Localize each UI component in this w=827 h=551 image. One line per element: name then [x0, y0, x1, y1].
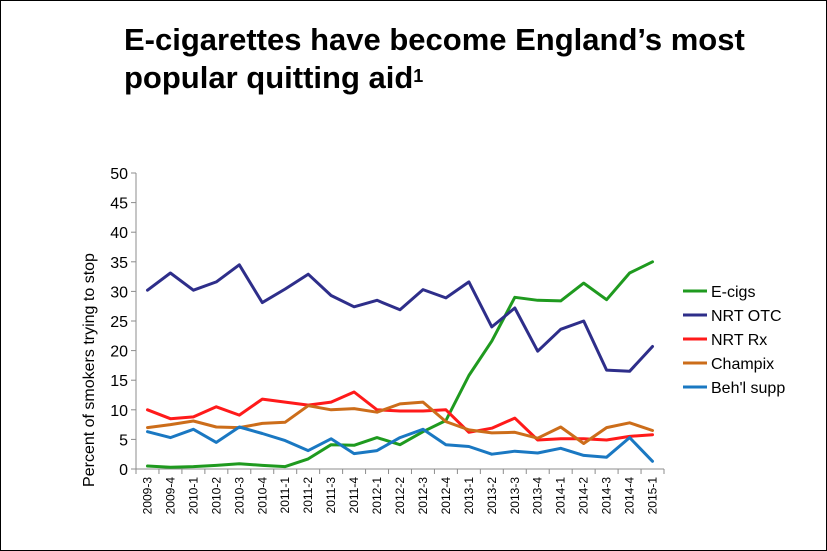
y-tick-label: 25	[110, 314, 128, 331]
x-tick-label: 2012-1	[370, 477, 384, 515]
x-tick-label: 2010-2	[209, 477, 223, 515]
y-tick-label: 0	[119, 462, 128, 479]
x-tick-label: 2014-4	[623, 477, 637, 515]
x-tick-label: 2014-3	[600, 477, 614, 515]
x-tick-label: 2013-4	[531, 477, 545, 515]
x-tick-label: 2010-4	[255, 477, 269, 515]
legend-label: Beh'l supp	[711, 380, 785, 397]
x-tick-label: 2014-2	[577, 477, 591, 515]
x-tick-label: 2013-3	[508, 477, 522, 515]
legend-label: NRT OTC	[711, 308, 782, 325]
y-axis: 0 5 10 15 20 25 30 35 40 45 50	[110, 166, 137, 479]
legend-label: NRT Rx	[711, 332, 767, 349]
y-tick-label: 35	[110, 255, 128, 272]
x-tick-label: 2014-1	[554, 477, 568, 515]
x-tick-label: 2013-1	[462, 477, 476, 515]
x-tick-label: 2011-2	[301, 477, 315, 514]
x-tick-label: 2011-4	[347, 477, 361, 514]
x-tick-label: 2010-3	[232, 477, 246, 515]
x-axis: 2009-3 2009-4 2010-1 2010-2 2010-3 2010-4 2011…	[135, 468, 665, 515]
y-tick-label: 10	[110, 403, 128, 420]
series-line-champix	[146, 400, 654, 445]
y-tick-label: 5	[119, 432, 128, 449]
x-tick-label: 2013-2	[485, 477, 499, 515]
legend-label: E-cigs	[711, 284, 755, 301]
series-line-beh-l-supp	[146, 425, 654, 463]
series-line-nrt-rx	[146, 390, 654, 442]
y-tick-label: 45	[110, 196, 128, 213]
y-tick-label: 20	[110, 344, 128, 361]
chart-title-text: E-cigarettes have become England’s most …	[124, 22, 745, 95]
x-tick-label: 2010-1	[186, 477, 200, 515]
chart-title: E-cigarettes have become England’s most …	[124, 21, 814, 97]
x-tick-label: 2009-4	[163, 477, 177, 515]
y-tick-label: 50	[110, 166, 128, 183]
x-tick-label: 2009-3	[140, 477, 154, 515]
y-tick-label: 15	[110, 373, 128, 390]
x-tick-label: 2011-1	[278, 477, 292, 514]
y-axis-label: Percent of smokers trying to stop	[81, 253, 98, 487]
title-footnote-marker: 1	[413, 66, 424, 86]
y-tick-label: 30	[110, 284, 128, 301]
series-line-e-cigs	[146, 260, 654, 469]
legend-label: Champix	[711, 356, 774, 373]
series-line-nrt-otc	[146, 263, 654, 373]
x-tick-label: 2012-3	[416, 477, 430, 515]
series-lines	[146, 260, 654, 469]
x-tick-label: 2012-2	[393, 477, 407, 515]
x-tick-label: 2011-3	[324, 477, 338, 514]
x-tick-label: 2015-1	[646, 477, 660, 515]
legend: E-cigs NRT OTC NRT Rx Champix Beh'l supp	[683, 284, 785, 397]
y-tick-label: 40	[110, 225, 128, 242]
x-tick-label: 2012-4	[439, 477, 453, 515]
